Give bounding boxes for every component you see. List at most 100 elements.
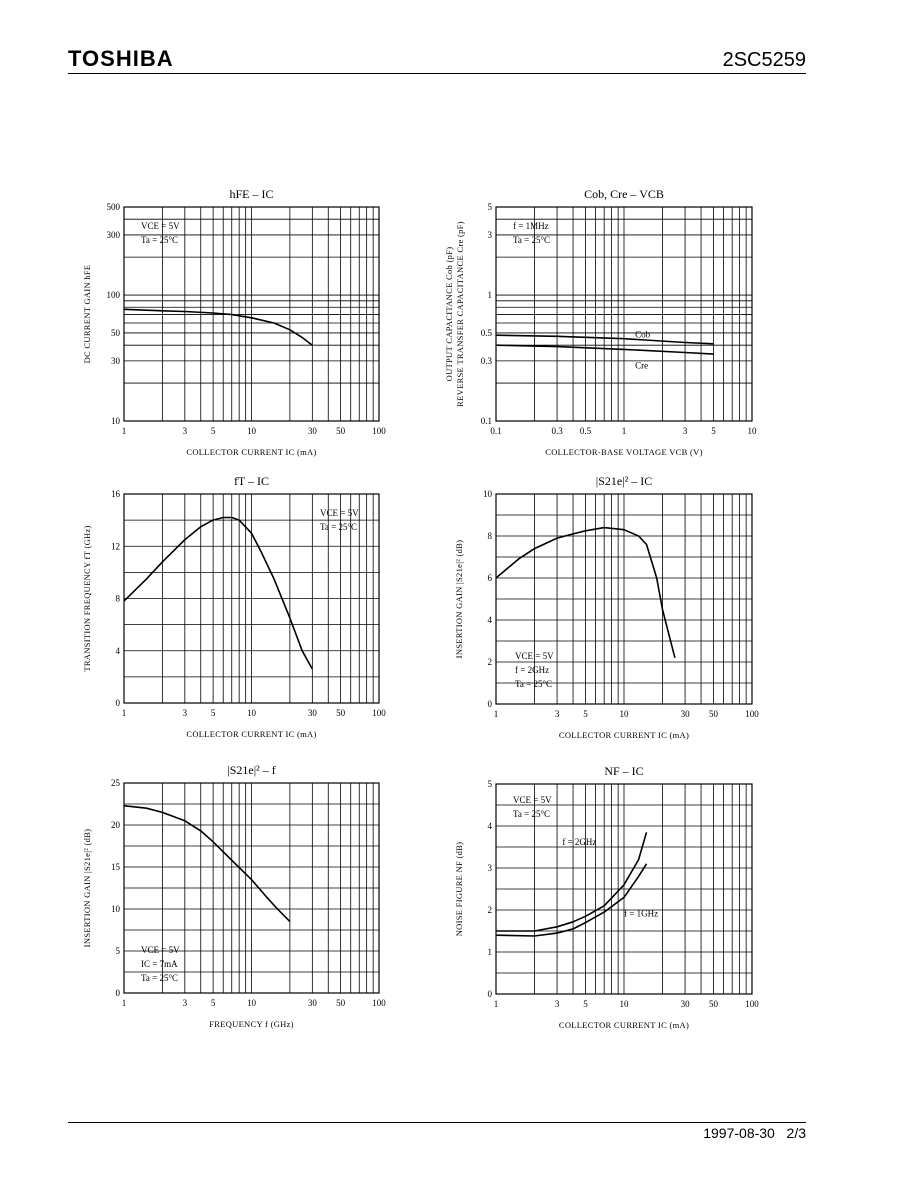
- header-rule: [68, 73, 806, 74]
- chart-cob: 0.1 0.3 0.5 1 3 5 10 0.1 0.3 0.5 1 3 5 Cob, Cre – VCB…: [444, 187, 757, 457]
- series-line: [123, 804, 291, 923]
- y-tick-label: 4: [488, 821, 493, 831]
- y-tick-label: 10: [483, 489, 493, 499]
- y-tick-label: 30: [111, 356, 121, 366]
- x-tick-label: 30: [308, 998, 318, 1008]
- x-tick-label: 3: [183, 708, 188, 718]
- series-label: f = 1GHz: [624, 908, 658, 918]
- y-tick-label: 3: [488, 863, 493, 873]
- y-tick-label: 10: [111, 416, 121, 426]
- plot-frame: [495, 783, 753, 995]
- series-label: Cob: [635, 329, 651, 339]
- series-label: f = 2GHz: [562, 837, 596, 847]
- x-tick-label: 5: [211, 426, 216, 436]
- x-tick-label: 5: [583, 709, 588, 719]
- chart-s21_f: 1 3 5 10 30 50 100 0 5 10 15 20 25 |S21e|² – f FREQUEN…: [82, 763, 386, 1029]
- x-tick-label: 0.1: [490, 426, 501, 436]
- x-tick-label: 5: [583, 999, 588, 1009]
- y-tick-label: 5: [488, 202, 493, 212]
- series-label: Cre: [635, 360, 648, 370]
- y-tick-label: 50: [111, 328, 121, 338]
- condition-text: VCE = 5V: [513, 795, 552, 805]
- series-line: [495, 526, 676, 658]
- y-axis-label: INSERTION GAIN |S21e|² (dB): [82, 829, 92, 948]
- condition-text: f = 1MHz: [513, 221, 549, 231]
- x-tick-label: 30: [681, 709, 691, 719]
- x-tick-label: 1: [122, 426, 127, 436]
- y-tick-label: 16: [111, 489, 121, 499]
- x-tick-label: 10: [247, 998, 257, 1008]
- x-tick-label: 1: [494, 999, 499, 1009]
- condition-text: Ta = 25°C: [513, 235, 550, 245]
- y-tick-label: 25: [111, 778, 121, 788]
- x-tick-label: 5: [211, 998, 216, 1008]
- x-tick-label: 50: [336, 998, 346, 1008]
- footer-rule: [68, 1122, 806, 1123]
- y-tick-label: 0.3: [481, 356, 493, 366]
- plot-frame: [495, 206, 753, 422]
- x-tick-label: 3: [555, 999, 560, 1009]
- condition-text: Ta = 25°C: [320, 522, 357, 532]
- x-tick-label: 5: [211, 708, 216, 718]
- y-tick-label: 500: [107, 202, 121, 212]
- y-axis-label-secondary: REVERSE TRANSFER CAPACITANCE Cre (pF): [455, 221, 465, 407]
- x-tick-label: 3: [683, 426, 688, 436]
- chart-title: |S21e|² – IC: [596, 474, 652, 488]
- plot-frame: [123, 493, 380, 704]
- y-tick-label: 0.1: [481, 416, 492, 426]
- series-line: [123, 516, 313, 670]
- series-line: [495, 863, 648, 937]
- y-axis-label: NOISE FIGURE NF (dB): [454, 842, 464, 937]
- y-tick-label: 4: [116, 646, 121, 656]
- x-tick-label: 3: [183, 998, 188, 1008]
- y-tick-label: 2: [488, 905, 493, 915]
- x-tick-label: 10: [748, 426, 758, 436]
- x-tick-label: 50: [709, 999, 719, 1009]
- x-tick-label: 30: [308, 426, 318, 436]
- x-tick-label: 100: [745, 709, 759, 719]
- condition-text: VCE = 5V: [515, 651, 554, 661]
- y-tick-label: 20: [111, 820, 121, 830]
- condition-text: IC = 7mA: [141, 959, 178, 969]
- y-tick-label: 100: [107, 290, 121, 300]
- x-axis-label: COLLECTOR CURRENT IC (mA): [186, 447, 316, 457]
- x-axis-label: FREQUENCY f (GHz): [209, 1019, 294, 1029]
- y-tick-label: 6: [488, 573, 493, 583]
- footer: 1997-08-30 2/3: [703, 1125, 806, 1141]
- chart-title: NF – IC: [604, 764, 643, 778]
- x-tick-label: 1: [494, 709, 499, 719]
- y-tick-label: 10: [111, 904, 121, 914]
- chart-title: |S21e|² – f: [227, 763, 275, 777]
- y-axis-label: DC CURRENT GAIN hFE: [82, 265, 92, 364]
- x-tick-label: 30: [681, 999, 691, 1009]
- plot-frame: [123, 782, 380, 994]
- y-axis-label: OUTPUT CAPACITANCE Cob (pF): [444, 247, 454, 382]
- y-tick-label: 300: [107, 230, 121, 240]
- y-tick-label: 5: [488, 779, 493, 789]
- series-line: [495, 334, 714, 345]
- x-tick-label: 50: [336, 708, 346, 718]
- series-line: [496, 832, 648, 932]
- x-tick-label: 10: [247, 426, 257, 436]
- x-tick-label: 0.3: [551, 426, 563, 436]
- chart-title: fT – IC: [234, 474, 269, 488]
- footer-date: 1997-08-30: [703, 1125, 775, 1141]
- x-tick-label: 1: [622, 426, 627, 436]
- x-tick-label: 0.5: [580, 426, 592, 436]
- x-tick-label: 5: [711, 426, 716, 436]
- x-tick-label: 50: [336, 426, 346, 436]
- chart-title: hFE – IC: [229, 187, 273, 201]
- plot-frame: [123, 206, 380, 422]
- plot-frame: [495, 493, 753, 705]
- condition-text: VCE = 5V: [141, 945, 180, 955]
- condition-text: Ta = 25°C: [513, 809, 550, 819]
- condition-text: VCE = 5V: [320, 508, 359, 518]
- y-tick-label: 0: [488, 699, 493, 709]
- y-tick-label: 8: [116, 594, 121, 604]
- y-axis-label: INSERTION GAIN |S21e|² (dB): [454, 540, 464, 659]
- y-tick-label: 3: [488, 230, 493, 240]
- x-tick-label: 10: [620, 709, 630, 719]
- y-tick-label: 8: [488, 531, 493, 541]
- x-tick-label: 10: [620, 999, 630, 1009]
